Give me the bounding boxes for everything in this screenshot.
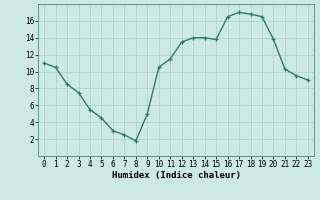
X-axis label: Humidex (Indice chaleur): Humidex (Indice chaleur) <box>111 171 241 180</box>
